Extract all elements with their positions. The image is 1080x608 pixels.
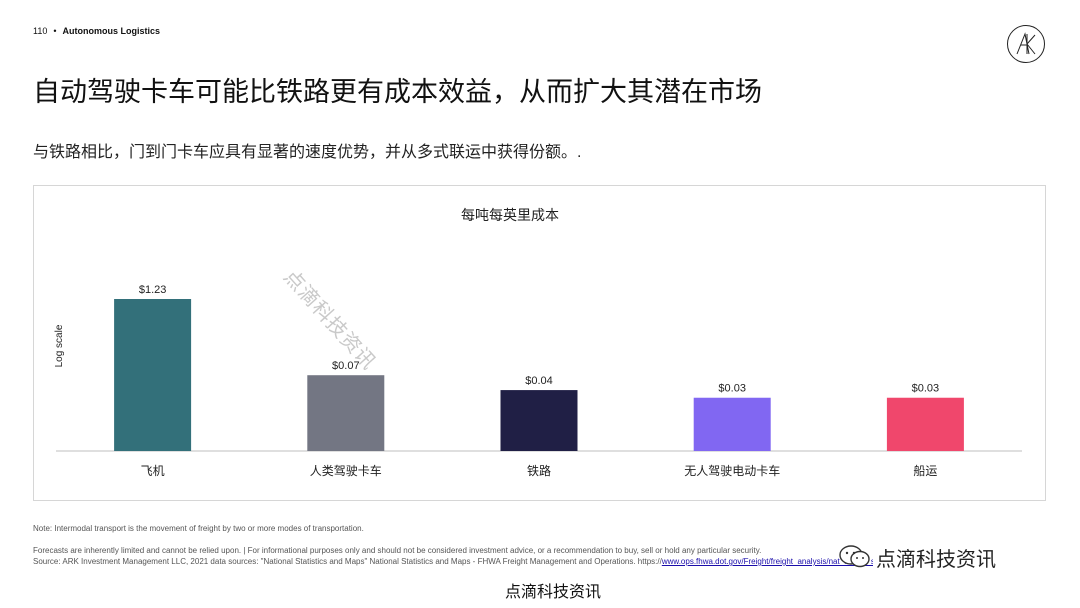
bar-2: [500, 390, 578, 451]
bar-0: [114, 299, 192, 451]
chart-title: 每吨每英里成本: [461, 207, 559, 224]
category-label-1: 人类驾驶卡车: [310, 463, 382, 478]
y-axis-label: Log scale: [54, 324, 65, 367]
wechat-icon: [839, 545, 870, 568]
wechat-label: 点滴科技资讯: [876, 548, 996, 571]
bar-value-label-0: $1.23: [139, 284, 167, 296]
page-number: 110: [33, 26, 48, 36]
wechat-watermark: 点滴科技资讯: [838, 542, 996, 572]
bar-value-label-1: $0.07: [332, 360, 360, 372]
page-subtitle: 与铁路相比，门到门卡车应具有显著的速度优势，并从多式联运中获得份额。.: [33, 144, 582, 161]
chart-container: 每吨每英里成本 Log scale $1.23 飞机 $0.07 人类驾驶卡车 $0.0…: [33, 185, 1046, 501]
header-separator: •: [53, 26, 57, 36]
section-name: Autonomous Logistics: [62, 26, 161, 36]
bar-3: [693, 397, 771, 451]
source-text: Source: ARK Investment Management LLC, 2…: [33, 557, 662, 566]
page-title: 自动驾驶卡车可能比铁路更有成本效益，从而扩大其潜在市场: [33, 77, 762, 107]
category-label-4: 船运: [913, 464, 937, 478]
footer-brand: 点滴科技资讯: [505, 582, 602, 601]
disclaimer: Forecasts are inherently limited and can…: [33, 546, 762, 555]
bar-chart: 每吨每英里成本 Log scale $1.23 飞机 $0.07 人类驾驶卡车 $0.0…: [54, 207, 1022, 478]
bar-value-label-4: $0.03: [912, 383, 940, 395]
page-header: 110 • Autonomous Logistics: [33, 26, 160, 36]
bar-4: [886, 397, 964, 451]
category-label-2: 铁路: [527, 463, 551, 478]
source-link[interactable]: www.ops.fhwa.dot.gov/Freight/freight_ana…: [661, 557, 873, 566]
bar-1: [307, 375, 385, 451]
category-label-0: 飞机: [141, 464, 165, 478]
bar-value-label-3: $0.03: [718, 383, 746, 395]
bar-value-label-2: $0.04: [525, 375, 553, 387]
source-line: Source: ARK Investment Management LLC, 2…: [33, 557, 873, 566]
ark-logo-icon: [1007, 25, 1045, 63]
footnote: Note: Intermodal transport is the moveme…: [33, 524, 364, 533]
category-label-3: 无人驾驶电动卡车: [684, 463, 780, 478]
